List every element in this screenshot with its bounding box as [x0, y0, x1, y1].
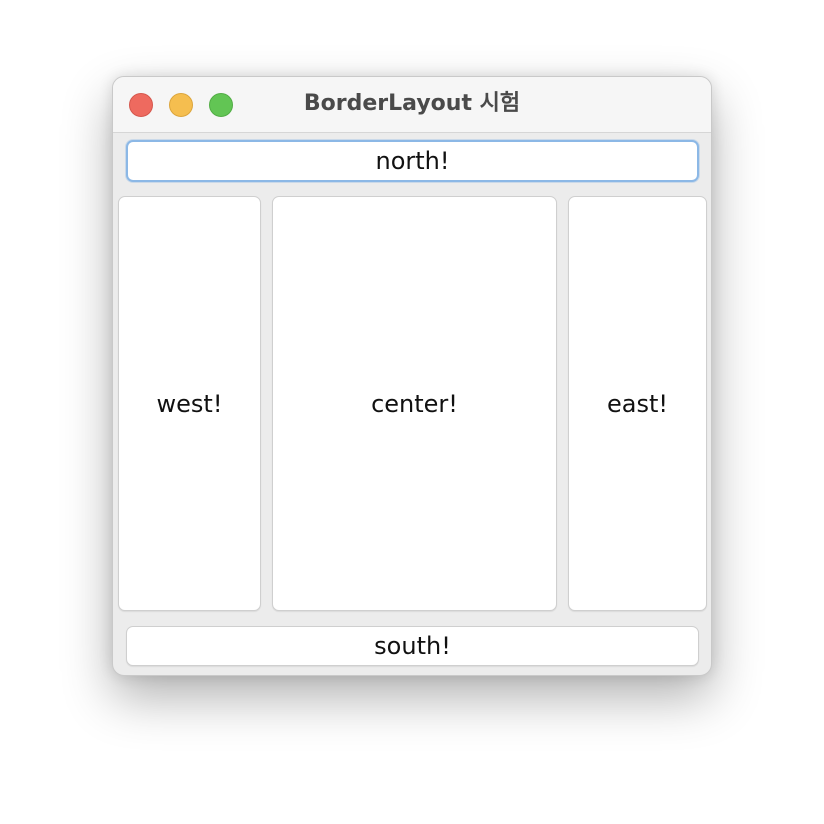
window-title: BorderLayout 시험 [303, 91, 521, 116]
center-button[interactable]: center! [272, 196, 557, 611]
west-button[interactable]: west! [118, 196, 261, 611]
app-window: BorderLayout 시험 north! west! center! eas… [112, 76, 712, 676]
west-button-label: west! [156, 389, 223, 418]
north-button[interactable]: north! [126, 140, 699, 182]
south-button-label: south! [374, 632, 451, 660]
zoom-window-button[interactable] [209, 93, 233, 117]
center-button-label: center! [371, 389, 458, 418]
title-bar[interactable]: BorderLayout 시험 [113, 77, 711, 133]
east-button[interactable]: east! [568, 196, 707, 611]
north-button-label: north! [375, 147, 450, 175]
south-button[interactable]: south! [126, 626, 699, 666]
minimize-window-button[interactable] [169, 93, 193, 117]
east-button-label: east! [606, 389, 668, 418]
close-window-button[interactable] [129, 93, 153, 117]
